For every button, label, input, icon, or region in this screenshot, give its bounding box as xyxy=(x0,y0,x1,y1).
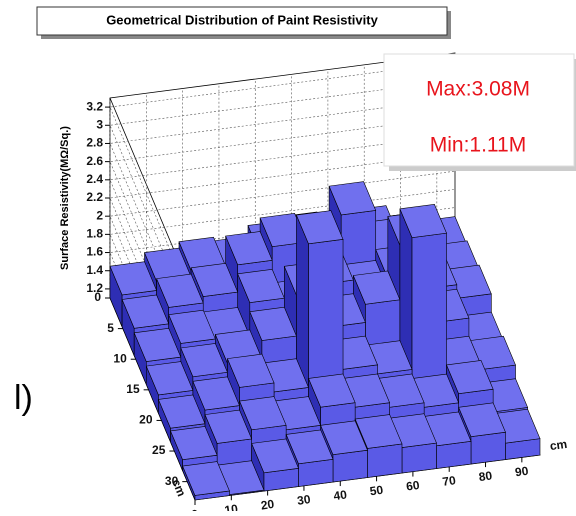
bar-front xyxy=(470,431,506,465)
bar xyxy=(389,413,437,474)
y-tick-label: 15 xyxy=(126,382,140,396)
x-tick-label: 30 xyxy=(296,492,311,508)
bar-front xyxy=(332,449,368,483)
bar-top xyxy=(239,396,287,431)
z-tick-label: 2.8 xyxy=(86,136,103,150)
side-text: l) xyxy=(14,379,33,417)
x-tick-label: 10 xyxy=(224,502,239,511)
z-tick-label: 1.4 xyxy=(86,263,103,277)
x-axis-label: cm xyxy=(549,437,568,453)
x-tick-label: 0 xyxy=(191,507,200,511)
bar xyxy=(295,210,344,425)
y-tick-label: 5 xyxy=(107,321,114,335)
y-tick-label: 20 xyxy=(139,413,153,427)
bar-top xyxy=(156,273,204,308)
z-tick-label: 2 xyxy=(96,208,103,222)
z-tick-label: 1.8 xyxy=(86,227,103,241)
bar-top xyxy=(458,402,506,438)
z-tick-label: 1.2 xyxy=(86,281,103,295)
bar-top xyxy=(308,373,356,408)
bar-top xyxy=(320,420,368,456)
y-tick-label: 10 xyxy=(113,351,127,365)
x-tick-label: 50 xyxy=(369,483,384,499)
x-tick-label: 90 xyxy=(514,464,529,480)
z-axis-label: Surface Resistivity(MΩ/Sq.) xyxy=(59,126,71,270)
grid-line xyxy=(109,61,456,310)
chart-title: Geometrical Distribution of Paint Resist… xyxy=(106,12,378,27)
bar xyxy=(251,438,299,492)
bar-top xyxy=(328,181,377,216)
x-tick-label: 40 xyxy=(333,487,348,503)
bar-top xyxy=(170,426,218,461)
bar-top xyxy=(285,429,334,465)
y-tick-label: 30 xyxy=(165,474,179,488)
bar-front xyxy=(401,442,437,474)
bar-top xyxy=(182,461,230,496)
x-tick-label: 20 xyxy=(260,497,275,511)
z-tick-label: 2.6 xyxy=(86,154,103,168)
bar-top xyxy=(354,414,403,449)
z-tick-label: 3 xyxy=(96,117,103,131)
annotation-box xyxy=(383,53,575,167)
bar xyxy=(182,461,230,501)
y-axis-label: cm xyxy=(169,477,188,498)
bar-top xyxy=(446,360,494,395)
bar-front xyxy=(367,443,403,478)
z-tick-label: 2.2 xyxy=(86,190,103,204)
z-tick-label: 3.2 xyxy=(86,99,103,113)
title-box xyxy=(36,6,448,36)
z-tick-label: 2.4 xyxy=(86,172,103,186)
x-tick-label: 60 xyxy=(405,478,420,494)
x-tick-label: 80 xyxy=(478,468,493,484)
z-tick-label: 1.6 xyxy=(86,245,103,259)
bar-top xyxy=(204,409,253,444)
y-tick-label: 0 xyxy=(94,290,101,304)
max-annotation: Max:3.08M xyxy=(426,78,530,101)
plot: 1.2 1.4 1.6 1.8 2 2.2 2.4 2.6 2.8 3 3.2 0 5 10 15 20 25 3… xyxy=(59,52,568,516)
bar-top xyxy=(251,438,299,474)
y-tick-label: 25 xyxy=(152,443,166,457)
min-annotation: Min:1.11M xyxy=(430,134,526,157)
x-tick-label: 70 xyxy=(442,473,457,489)
bar-top xyxy=(295,210,344,245)
bar-top xyxy=(226,353,275,388)
bar-top xyxy=(399,204,447,238)
bar-top xyxy=(225,231,273,266)
